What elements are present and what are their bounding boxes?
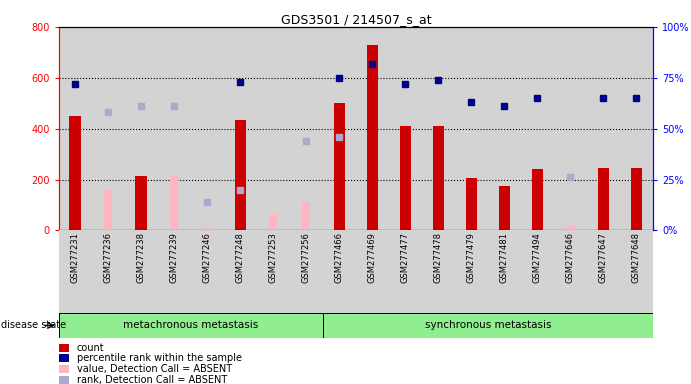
Bar <box>269 214 277 230</box>
Bar <box>290 27 323 230</box>
Bar <box>521 27 554 230</box>
Bar <box>531 169 543 230</box>
Text: GSM277253: GSM277253 <box>269 232 278 283</box>
FancyBboxPatch shape <box>59 313 323 338</box>
Bar <box>92 230 125 313</box>
Bar <box>92 27 125 230</box>
Bar <box>323 230 356 313</box>
Text: value, Detection Call = ABSENT: value, Detection Call = ABSENT <box>77 364 231 374</box>
Text: GSM277646: GSM277646 <box>566 232 575 283</box>
Bar <box>422 230 455 313</box>
Bar <box>521 230 554 313</box>
Text: GSM277478: GSM277478 <box>434 232 443 283</box>
Text: GSM277236: GSM277236 <box>104 232 113 283</box>
Bar <box>224 27 257 230</box>
Text: GSM277246: GSM277246 <box>202 232 212 283</box>
Text: GSM277466: GSM277466 <box>335 232 344 283</box>
FancyBboxPatch shape <box>59 354 69 362</box>
Bar <box>488 230 521 313</box>
Bar <box>598 168 609 230</box>
Text: percentile rank within the sample: percentile rank within the sample <box>77 353 242 363</box>
Bar <box>158 230 191 313</box>
Text: GSM277477: GSM277477 <box>401 232 410 283</box>
Bar <box>323 27 356 230</box>
Bar <box>356 27 389 230</box>
Bar <box>620 230 653 313</box>
Bar <box>191 230 224 313</box>
FancyBboxPatch shape <box>323 313 653 338</box>
Bar <box>389 230 422 313</box>
Text: GSM277239: GSM277239 <box>170 232 179 283</box>
FancyBboxPatch shape <box>59 344 69 352</box>
Bar <box>125 27 158 230</box>
Title: GDS3501 / 214507_s_at: GDS3501 / 214507_s_at <box>281 13 431 26</box>
Bar <box>158 27 191 230</box>
Bar <box>302 202 310 230</box>
Bar <box>356 230 389 313</box>
Text: metachronous metastasis: metachronous metastasis <box>123 320 258 331</box>
Bar <box>59 230 92 313</box>
Bar <box>334 103 345 230</box>
Bar <box>422 27 455 230</box>
Bar <box>587 230 620 313</box>
FancyBboxPatch shape <box>59 376 69 384</box>
Bar <box>499 186 510 230</box>
Bar <box>135 176 147 230</box>
Bar <box>203 227 211 230</box>
Text: GSM277481: GSM277481 <box>500 232 509 283</box>
Bar <box>170 176 178 230</box>
Bar <box>567 225 574 230</box>
Bar <box>455 230 488 313</box>
Text: rank, Detection Call = ABSENT: rank, Detection Call = ABSENT <box>77 374 227 384</box>
Text: GSM277648: GSM277648 <box>632 232 641 283</box>
Bar <box>554 230 587 313</box>
Bar <box>367 45 378 230</box>
Text: disease state: disease state <box>1 320 66 331</box>
Text: GSM277238: GSM277238 <box>137 232 146 283</box>
Bar <box>257 230 290 313</box>
Bar <box>433 126 444 230</box>
Text: count: count <box>77 343 104 353</box>
Bar <box>125 230 158 313</box>
Bar <box>631 168 642 230</box>
Bar <box>587 27 620 230</box>
Bar <box>466 178 477 230</box>
Text: GSM277231: GSM277231 <box>70 232 79 283</box>
Bar <box>257 27 290 230</box>
Bar <box>59 27 92 230</box>
Text: GSM277248: GSM277248 <box>236 232 245 283</box>
Bar <box>399 126 411 230</box>
Bar <box>224 230 257 313</box>
Bar <box>290 230 323 313</box>
Bar <box>455 27 488 230</box>
Bar <box>389 27 422 230</box>
Bar <box>70 116 81 230</box>
Text: GSM277256: GSM277256 <box>302 232 311 283</box>
FancyBboxPatch shape <box>59 365 69 373</box>
Bar <box>620 27 653 230</box>
Bar <box>488 27 521 230</box>
Bar <box>191 27 224 230</box>
Text: GSM277647: GSM277647 <box>599 232 608 283</box>
Text: GSM277494: GSM277494 <box>533 232 542 283</box>
Text: synchronous metastasis: synchronous metastasis <box>425 320 551 331</box>
Bar <box>234 120 246 230</box>
Text: GSM277469: GSM277469 <box>368 232 377 283</box>
Bar <box>554 27 587 230</box>
Bar <box>104 190 113 230</box>
Text: GSM277479: GSM277479 <box>467 232 476 283</box>
